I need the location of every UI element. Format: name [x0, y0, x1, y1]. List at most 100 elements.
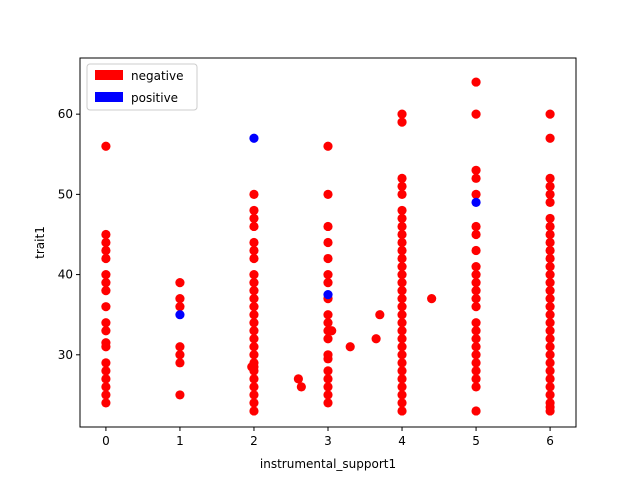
data-point-negative — [375, 310, 385, 320]
data-point-negative — [545, 318, 555, 328]
data-point-negative — [471, 269, 481, 280]
legend: negative positive — [86, 63, 198, 111]
y-tick-label: 50 — [58, 187, 73, 201]
data-point-negative — [397, 229, 407, 240]
data-point-negative — [249, 342, 259, 352]
data-point-negative — [249, 286, 259, 296]
data-point-negative — [545, 261, 555, 272]
data-point-negative — [545, 197, 555, 207]
data-point-negative — [471, 406, 481, 416]
data-point-negative — [247, 362, 257, 372]
data-point-negative — [471, 109, 481, 119]
data-point-negative — [545, 253, 555, 264]
data-point-negative — [397, 109, 407, 119]
data-point-positive — [323, 290, 333, 300]
data-point-negative — [101, 390, 111, 400]
data-point-negative — [175, 350, 185, 360]
data-point-negative — [545, 406, 555, 416]
data-point-negative — [471, 173, 481, 183]
data-point-negative — [545, 374, 555, 384]
points-layer — [101, 77, 555, 416]
data-point-negative — [397, 213, 407, 224]
data-point-negative — [175, 302, 185, 312]
data-point-negative — [249, 398, 259, 408]
x-tick-label: 1 — [176, 434, 184, 448]
data-point-negative — [101, 358, 111, 368]
data-point-negative — [545, 269, 555, 280]
data-point-negative — [471, 294, 481, 304]
data-point-negative — [545, 390, 555, 400]
data-point-negative — [545, 278, 555, 288]
data-point-negative — [101, 302, 111, 312]
data-point-negative — [323, 310, 333, 320]
data-point-negative — [397, 366, 407, 376]
data-point-negative — [545, 213, 555, 224]
x-tick-label: 3 — [324, 434, 332, 448]
data-point-negative — [249, 406, 259, 416]
data-point-negative — [427, 294, 437, 304]
data-point-negative — [471, 278, 481, 288]
data-point-negative — [249, 326, 259, 336]
data-point-negative — [471, 366, 481, 376]
data-point-negative — [545, 109, 555, 119]
data-point-negative — [545, 221, 555, 232]
data-point-negative — [249, 189, 259, 199]
data-point-negative — [471, 342, 481, 352]
data-point-negative — [397, 302, 407, 312]
data-point-negative — [471, 229, 481, 240]
data-point-negative — [327, 326, 337, 336]
x-tick-label: 5 — [472, 434, 480, 448]
legend-swatch-positive — [95, 92, 123, 102]
data-point-positive — [471, 197, 481, 207]
data-point-negative — [545, 229, 555, 240]
data-point-negative — [249, 221, 259, 232]
x-tick-label: 4 — [398, 434, 406, 448]
data-point-negative — [397, 310, 407, 320]
data-point-negative — [323, 374, 333, 384]
data-point-negative — [101, 374, 111, 384]
data-point-negative — [249, 334, 259, 344]
data-point-negative — [545, 294, 555, 304]
data-point-negative — [471, 350, 481, 360]
data-point-negative — [397, 342, 407, 352]
data-point-negative — [323, 269, 333, 280]
data-point-negative — [249, 350, 259, 360]
data-point-negative — [397, 173, 407, 183]
data-point-negative — [397, 221, 407, 232]
data-point-negative — [323, 390, 333, 400]
data-point-negative — [397, 374, 407, 384]
data-point-negative — [397, 358, 407, 368]
x-tick-label: 0 — [102, 434, 110, 448]
data-point-negative — [545, 286, 555, 296]
data-point-negative — [397, 382, 407, 392]
data-point-negative — [249, 318, 259, 328]
data-point-negative — [397, 398, 407, 408]
data-point-negative — [101, 245, 111, 256]
data-point-negative — [545, 181, 555, 191]
data-point-negative — [101, 366, 111, 376]
data-point-negative — [249, 390, 259, 400]
data-point-negative — [101, 326, 111, 336]
legend-label-positive: positive — [131, 91, 178, 105]
y-tick-label: 30 — [58, 348, 73, 362]
data-point-negative — [249, 278, 259, 288]
data-point-negative — [101, 318, 111, 328]
data-point-negative — [249, 213, 259, 224]
data-point-negative — [249, 302, 259, 312]
data-point-negative — [471, 326, 481, 336]
data-point-negative — [545, 382, 555, 392]
data-point-negative — [471, 334, 481, 344]
data-point-negative — [175, 278, 185, 288]
data-point-negative — [397, 253, 407, 264]
data-point-negative — [471, 77, 481, 87]
x-tick-label: 2 — [250, 434, 258, 448]
data-point-negative — [249, 245, 259, 256]
data-point-negative — [471, 286, 481, 296]
data-point-negative — [397, 350, 407, 360]
data-point-negative — [545, 358, 555, 368]
data-point-negative — [323, 141, 333, 151]
data-point-negative — [101, 398, 111, 408]
data-point-negative — [345, 342, 355, 352]
data-point-negative — [323, 278, 333, 288]
